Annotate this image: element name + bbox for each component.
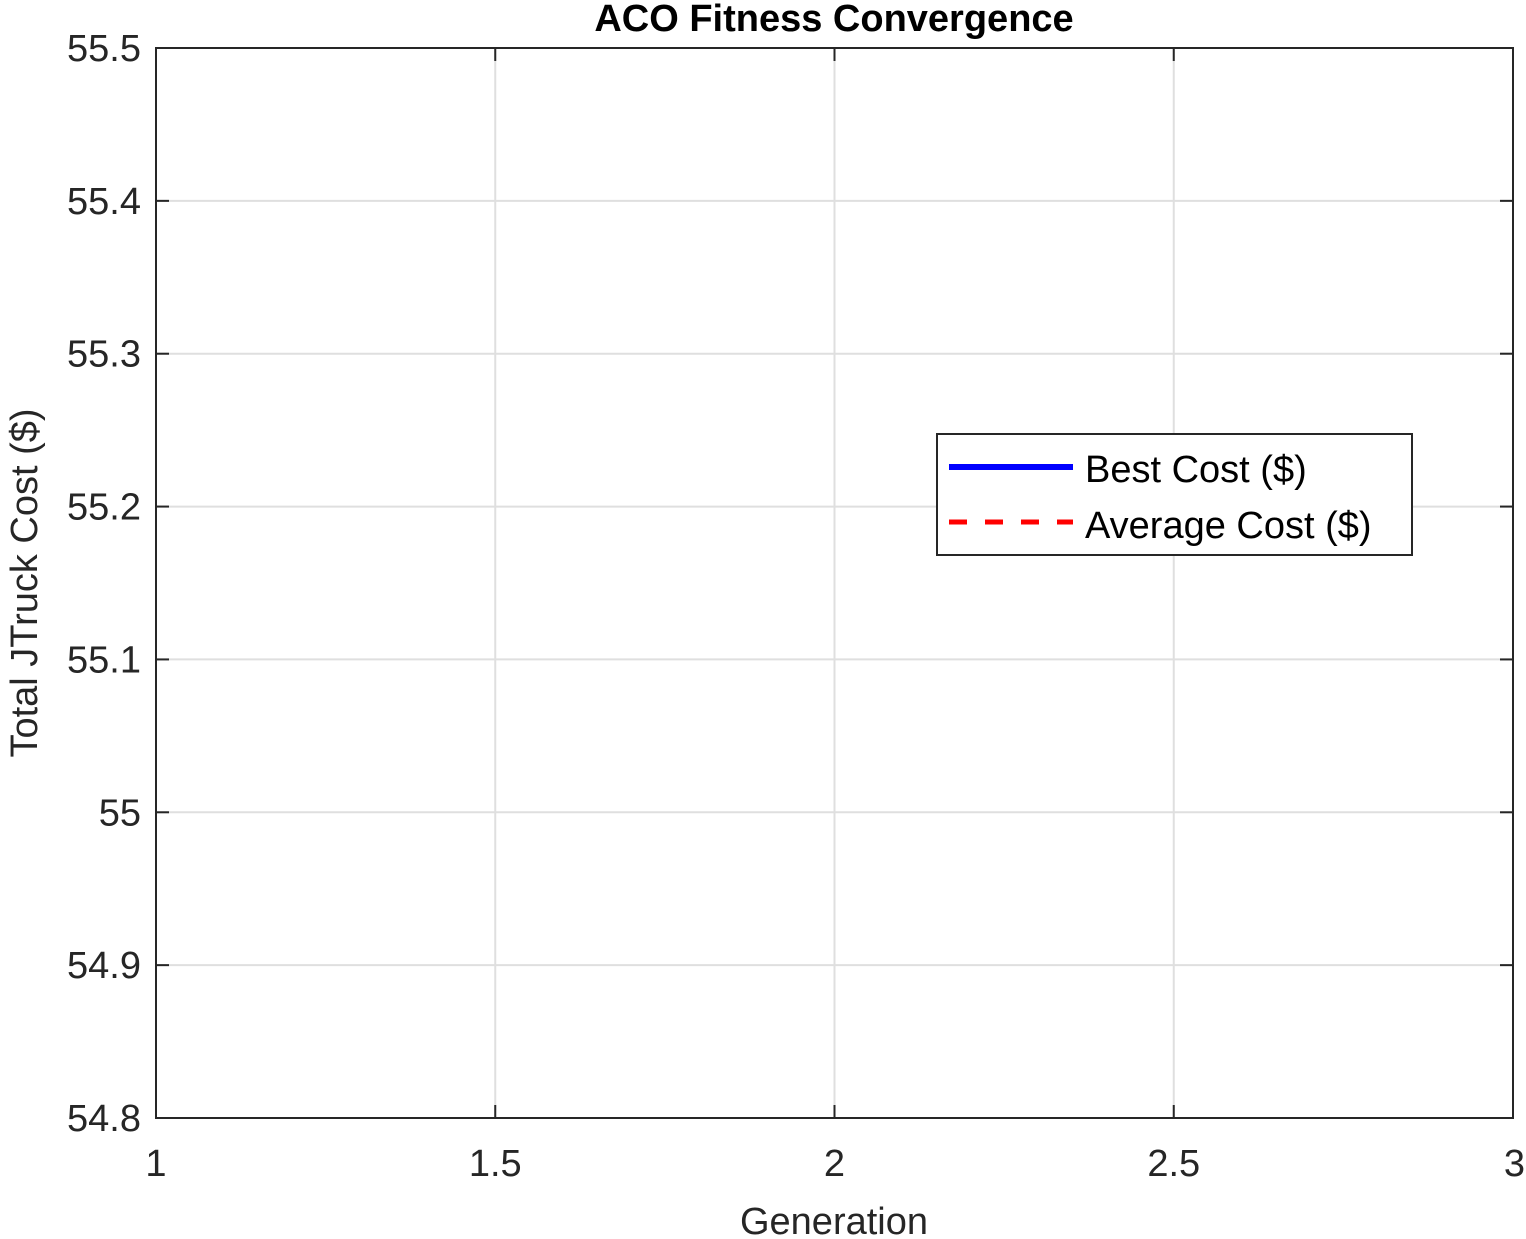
y-tick-label: 54.8 xyxy=(67,1098,141,1140)
x-axis-label: Generation xyxy=(740,1201,928,1239)
y-tick-label: 55.4 xyxy=(67,181,141,223)
y-tick-label: 55.5 xyxy=(67,28,141,70)
x-tick-label: 1.5 xyxy=(469,1143,522,1185)
legend-label-average-cost: Average Cost ($) xyxy=(1085,505,1372,547)
chart-title: ACO Fitness Convergence xyxy=(594,0,1073,40)
y-tick-label: 55 xyxy=(99,792,141,834)
y-tick-label: 55.1 xyxy=(67,639,141,681)
y-tick-label: 54.9 xyxy=(67,945,141,987)
legend: Best Cost ($) Average Cost ($) xyxy=(936,433,1413,556)
x-tick-label: 1 xyxy=(145,1143,166,1185)
legend-label-best-cost: Best Cost ($) xyxy=(1085,449,1307,491)
grid-lines xyxy=(155,47,1514,1119)
tick-labels: 1 1.5 2 2.5 3 54.8 54.9 55 55.1 55.2 55.3 55.4 55.5 xyxy=(67,28,1525,1185)
y-tick-label: 55.3 xyxy=(67,334,141,376)
y-tick-label: 55.2 xyxy=(67,487,141,529)
legend-box xyxy=(936,433,1413,556)
x-tick-label: 3 xyxy=(1504,1143,1525,1185)
axis-ticks xyxy=(155,47,1514,1119)
y-axis-label: Total JTruck Cost ($) xyxy=(4,408,46,757)
x-tick-label: 2.5 xyxy=(1147,1143,1200,1185)
x-tick-label: 2 xyxy=(824,1143,845,1185)
